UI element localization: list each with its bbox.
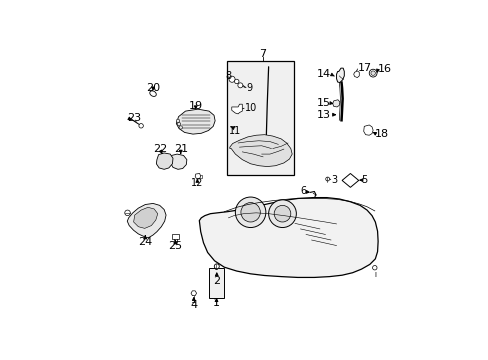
Text: 9: 9 xyxy=(246,82,252,93)
Text: 13: 13 xyxy=(316,110,330,120)
Polygon shape xyxy=(342,174,358,187)
Circle shape xyxy=(368,69,376,77)
Circle shape xyxy=(370,71,375,75)
Circle shape xyxy=(235,197,265,228)
Polygon shape xyxy=(336,68,344,82)
Circle shape xyxy=(228,76,235,82)
Polygon shape xyxy=(199,198,377,278)
Text: 15: 15 xyxy=(316,98,330,108)
FancyBboxPatch shape xyxy=(208,268,224,298)
Circle shape xyxy=(179,126,182,129)
Ellipse shape xyxy=(149,91,156,96)
Text: 6: 6 xyxy=(300,186,306,196)
Text: 18: 18 xyxy=(374,129,388,139)
Polygon shape xyxy=(231,104,242,114)
Text: 2: 2 xyxy=(213,276,220,286)
Text: 4: 4 xyxy=(190,300,197,310)
Circle shape xyxy=(214,264,219,269)
Text: 3: 3 xyxy=(330,175,336,185)
Text: 8: 8 xyxy=(225,71,231,81)
Text: 7: 7 xyxy=(259,49,266,59)
Polygon shape xyxy=(229,135,292,167)
FancyBboxPatch shape xyxy=(172,234,178,239)
Text: 23: 23 xyxy=(127,113,141,123)
Polygon shape xyxy=(332,100,339,107)
Text: 19: 19 xyxy=(188,100,203,111)
Text: 16: 16 xyxy=(377,64,391,74)
Text: 10: 10 xyxy=(244,103,256,113)
Circle shape xyxy=(268,200,296,228)
Text: 12: 12 xyxy=(191,178,203,188)
Text: I: I xyxy=(374,272,376,278)
Text: 11: 11 xyxy=(228,126,241,135)
Polygon shape xyxy=(156,153,173,169)
Circle shape xyxy=(274,205,290,222)
FancyBboxPatch shape xyxy=(226,61,293,175)
Text: 20: 20 xyxy=(146,82,160,93)
Circle shape xyxy=(177,122,181,126)
Text: 25: 25 xyxy=(168,240,182,251)
Text: 14: 14 xyxy=(316,69,330,79)
Text: 17: 17 xyxy=(357,63,371,73)
Polygon shape xyxy=(133,207,158,228)
Text: 5: 5 xyxy=(361,175,367,185)
Polygon shape xyxy=(363,125,372,135)
Circle shape xyxy=(124,210,130,216)
Text: 21: 21 xyxy=(173,144,187,154)
Circle shape xyxy=(234,79,239,84)
Circle shape xyxy=(176,119,179,122)
Polygon shape xyxy=(195,174,200,179)
Circle shape xyxy=(241,203,260,222)
Polygon shape xyxy=(176,109,215,134)
Text: 22: 22 xyxy=(153,144,167,154)
Text: 1: 1 xyxy=(213,298,220,308)
Circle shape xyxy=(237,83,243,88)
Circle shape xyxy=(139,123,143,128)
Text: 24: 24 xyxy=(138,237,152,247)
Circle shape xyxy=(372,266,376,270)
Polygon shape xyxy=(170,154,186,169)
Polygon shape xyxy=(191,291,196,296)
Polygon shape xyxy=(127,203,166,238)
Circle shape xyxy=(325,177,329,181)
Polygon shape xyxy=(353,71,359,77)
